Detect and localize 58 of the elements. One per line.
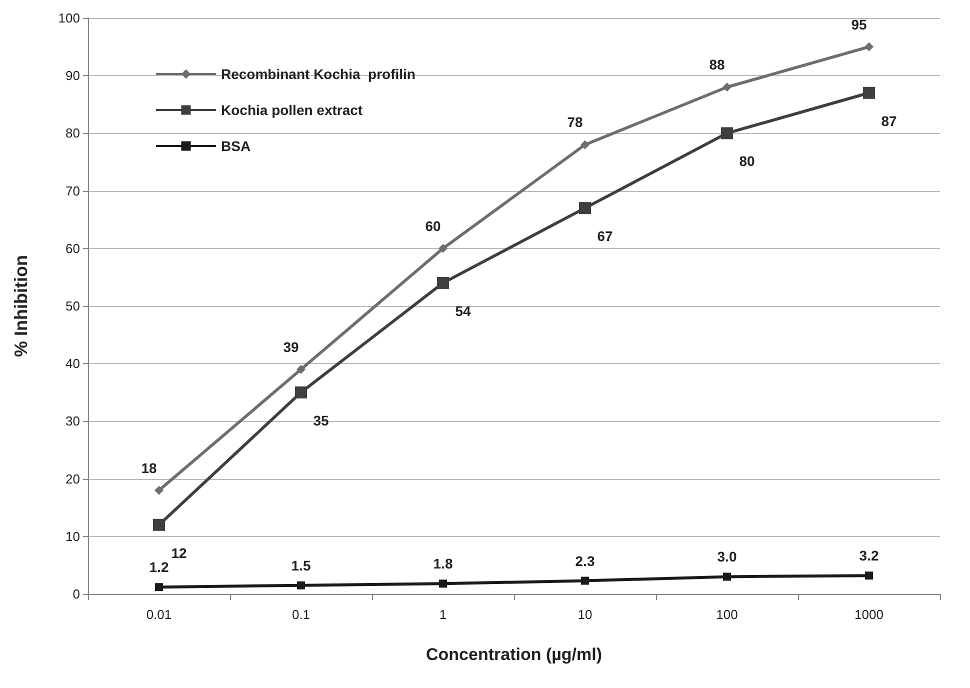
data-label: 88 <box>709 56 725 73</box>
point <box>865 572 873 580</box>
point <box>579 202 591 214</box>
y-tick-label: 60 <box>66 240 80 256</box>
data-label: 1.5 <box>291 557 311 574</box>
y-tick-label: 100 <box>58 10 80 26</box>
y-tick-label: 0 <box>72 586 80 602</box>
data-label: 87 <box>881 112 897 129</box>
point <box>581 576 589 585</box>
data-label: 3.0 <box>717 548 737 565</box>
data-label: 95 <box>851 16 867 32</box>
point <box>580 140 590 150</box>
point <box>153 518 165 531</box>
data-label: 3.2 <box>859 548 879 564</box>
point <box>439 580 447 588</box>
x-axis-title: Concentration (µg/ml) <box>426 645 602 664</box>
data-label: 1.2 <box>149 559 169 576</box>
y-tick-label: 90 <box>66 68 80 84</box>
point <box>296 364 306 374</box>
point <box>864 42 874 52</box>
point <box>723 572 731 581</box>
data-label: 80 <box>739 153 755 170</box>
x-tick-label: 0.1 <box>292 607 310 622</box>
data-label: 35 <box>313 412 329 428</box>
x-tick-label: 10 <box>578 607 592 622</box>
data-label: 60 <box>425 218 441 234</box>
data-label: 12 <box>171 544 187 561</box>
y-tick-label: 70 <box>66 183 80 198</box>
data-label: 39 <box>283 338 299 355</box>
point <box>721 127 733 140</box>
legend-label: BSA <box>221 138 251 154</box>
data-label: 54 <box>455 302 471 319</box>
y-tick-label: 20 <box>66 471 80 486</box>
point <box>437 276 449 289</box>
point <box>297 581 305 590</box>
point <box>295 386 307 398</box>
point <box>722 82 732 92</box>
y-tick-label: 10 <box>66 528 80 544</box>
y-tick-label: 80 <box>66 126 80 141</box>
data-label: 18 <box>141 460 157 476</box>
point <box>438 244 448 253</box>
y-tick-label: 40 <box>66 356 80 372</box>
data-label: 78 <box>567 114 583 130</box>
y-tick-label: 50 <box>66 298 80 314</box>
x-tick-label: 0.01 <box>146 607 172 622</box>
data-label: 2.3 <box>575 552 595 569</box>
point <box>863 86 875 99</box>
x-tick-label: 100 <box>716 607 738 622</box>
data-label: 1.8 <box>433 556 453 572</box>
point <box>154 486 164 495</box>
y-axis-title: % Inhibition <box>11 255 31 357</box>
x-tick-label: 1 <box>439 607 447 622</box>
data-label: 67 <box>597 228 613 244</box>
x-tick-label: 1000 <box>854 607 884 622</box>
y-tick-label: 30 <box>66 414 80 429</box>
legend-label: Recombinant Kochia profilin <box>221 66 416 82</box>
point <box>155 583 163 592</box>
legend-label: Kochia pollen extract <box>221 102 363 118</box>
